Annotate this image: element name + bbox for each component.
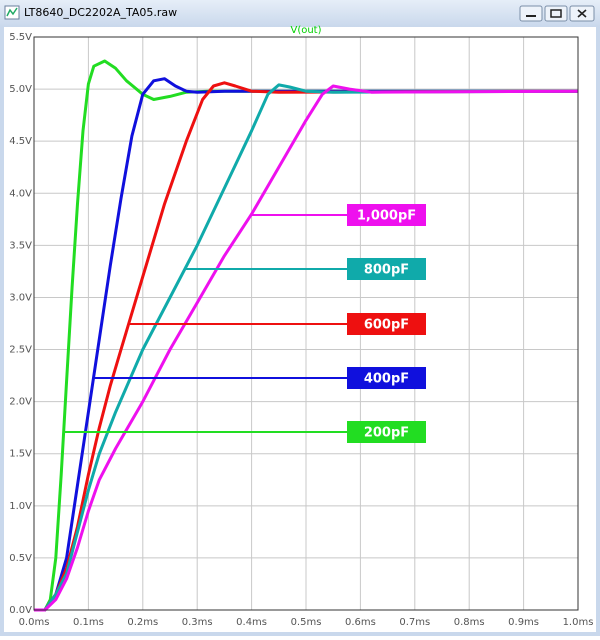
legend-label: 1,000pF (357, 209, 416, 224)
y-tick-label: 5.5V (9, 32, 32, 43)
window-title: LT8640_DC2202A_TA05.raw (24, 6, 177, 19)
legend-box (347, 204, 426, 226)
x-tick-label: 0.5ms (291, 617, 322, 628)
series-line (34, 77, 578, 612)
legend-box (347, 258, 426, 280)
chart-title: V(out) (290, 25, 321, 36)
y-tick-label: 3.5V (9, 240, 32, 251)
x-tick-label: 0.6ms (345, 617, 376, 628)
x-tick-label: 0.2ms (127, 617, 158, 628)
title-bar (0, 0, 600, 27)
maximize-button[interactable] (544, 5, 568, 22)
legend-label: 600pF (364, 318, 409, 333)
legend-label: 800pF (364, 263, 409, 278)
series-line (34, 83, 579, 612)
legend-box (347, 367, 426, 389)
y-tick-label: 3.0V (9, 292, 32, 303)
x-tick-label: 0.9ms (508, 617, 539, 628)
app-icon-graph (6, 7, 18, 17)
close-button[interactable] (569, 5, 595, 22)
legend-label: 200pF (364, 426, 409, 441)
series-line (34, 84, 579, 612)
y-tick-label: 0.5V (9, 553, 32, 564)
plot-border (33, 36, 579, 611)
x-tick-label: 0.8ms (454, 617, 485, 628)
series-line (34, 59, 578, 612)
x-tick-label: 0.1ms (73, 617, 104, 628)
x-tick-label: 0.3ms (182, 617, 213, 628)
y-tick-label: 1.0V (9, 501, 32, 512)
y-tick-label: 2.0V (9, 397, 32, 408)
x-tick-label: 0.7ms (399, 617, 430, 628)
minimize-button[interactable] (519, 5, 543, 22)
legend-box (347, 313, 426, 335)
x-tick-label: 0.0ms (19, 617, 50, 628)
x-tick-label: 1.0ms (563, 617, 594, 628)
y-tick-label: 5.0V (9, 84, 32, 95)
y-tick-label: 2.5V (9, 345, 32, 356)
y-tick-label: 4.5V (9, 136, 32, 147)
plot-pane (4, 27, 596, 632)
y-tick-label: 1.5V (9, 449, 32, 460)
y-tick-label: 0.0V (9, 605, 32, 616)
x-tick-label: 0.4ms (236, 617, 267, 628)
legend-label: 400pF (364, 372, 409, 387)
y-tick-label: 4.0V (9, 188, 32, 199)
legend-box (347, 421, 426, 443)
